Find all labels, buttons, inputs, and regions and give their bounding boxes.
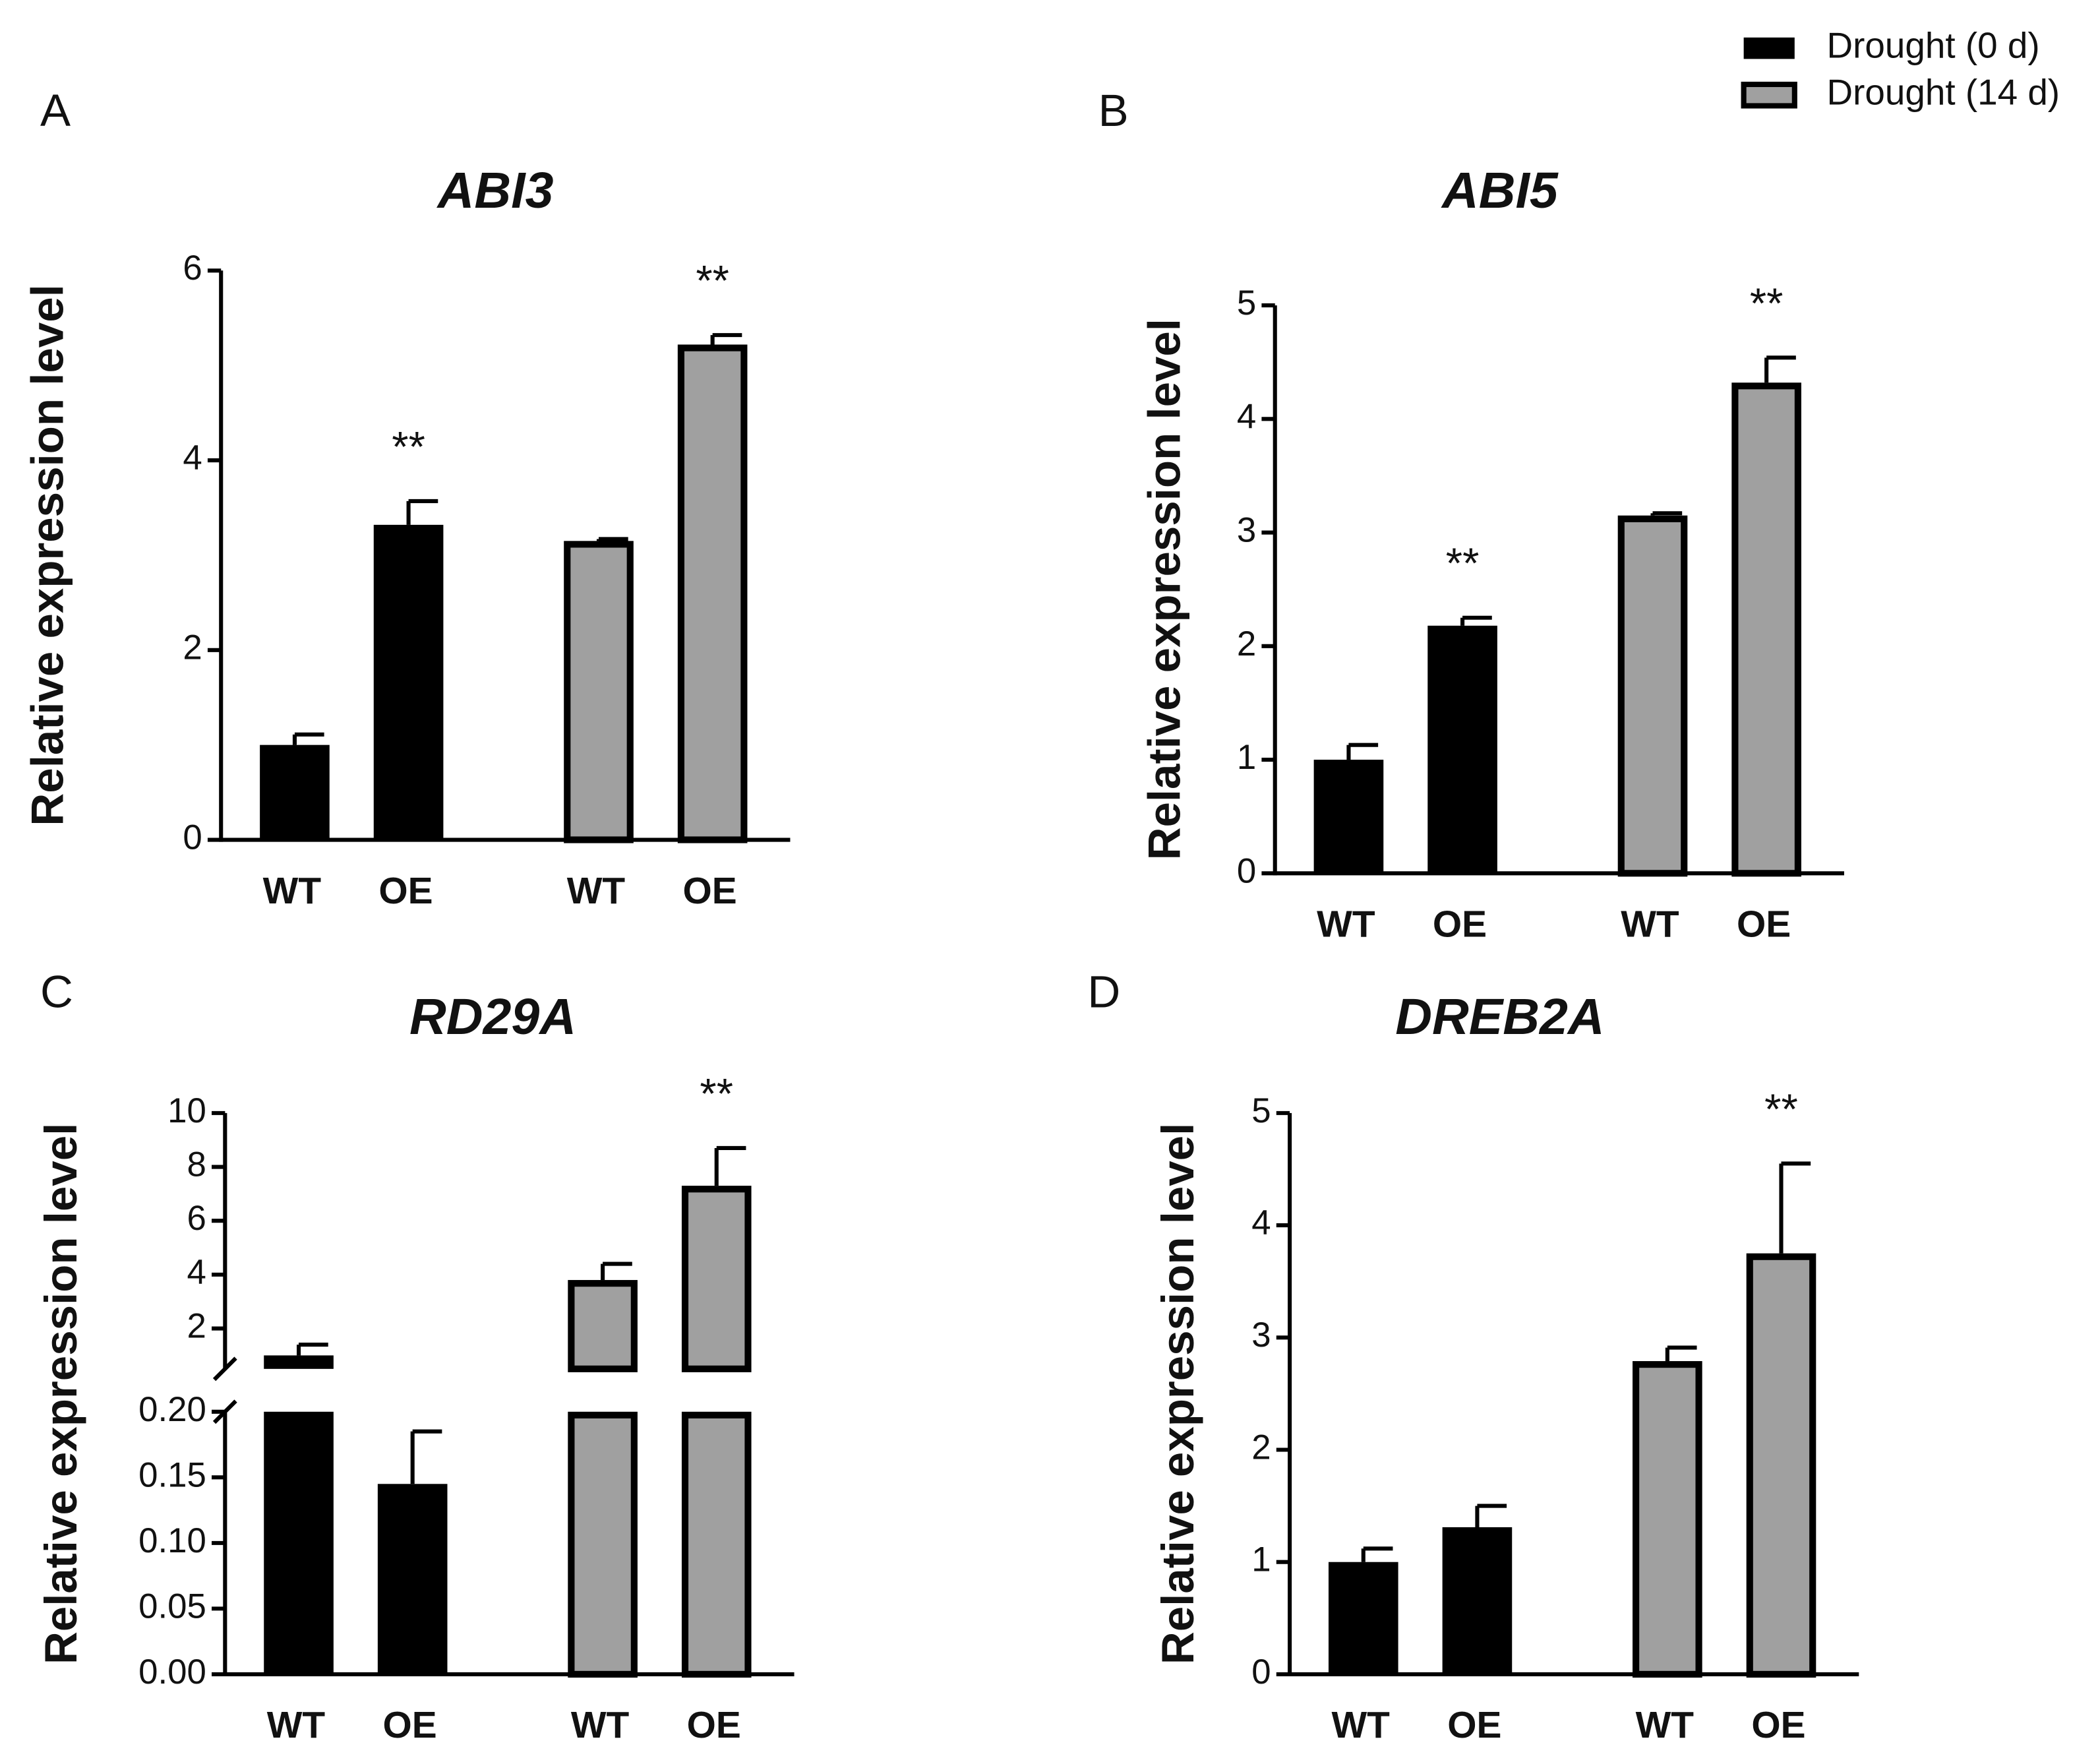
bar bbox=[1746, 1253, 1816, 1678]
y-tick-label: 1 bbox=[1251, 1540, 1271, 1579]
y-tick-label: 3 bbox=[1251, 1316, 1271, 1354]
significance-label: ** bbox=[392, 423, 425, 471]
chart-title: DREB2A bbox=[1395, 988, 1604, 1045]
y-axis-label: Relative expression level bbox=[35, 1123, 86, 1664]
significance-label: ** bbox=[700, 1070, 733, 1118]
x-tick-label: WT bbox=[1332, 1705, 1391, 1746]
legend-swatch bbox=[1741, 81, 1797, 109]
bar bbox=[1731, 382, 1801, 877]
y-tick-label: 4 bbox=[1251, 1203, 1271, 1242]
bar bbox=[377, 1484, 448, 1674]
panel-label: B bbox=[1098, 84, 1129, 136]
bar bbox=[1633, 1361, 1702, 1678]
x-tick-label: WT bbox=[1636, 1705, 1695, 1746]
bar bbox=[1313, 760, 1384, 874]
bar bbox=[568, 1280, 638, 1372]
bar bbox=[373, 524, 444, 840]
legend-swatch bbox=[1743, 37, 1795, 59]
chart-title: ABI3 bbox=[436, 162, 554, 219]
bar bbox=[681, 1411, 752, 1678]
bar bbox=[568, 1411, 638, 1678]
bar bbox=[264, 1355, 334, 1369]
y-tick-label: 0.05 bbox=[138, 1587, 206, 1626]
y-tick-label: 5 bbox=[1237, 284, 1256, 322]
axis-break bbox=[212, 1399, 237, 1424]
x-tick-label: OE bbox=[1737, 904, 1791, 946]
y-tick-label: 0 bbox=[183, 818, 202, 857]
y-tick-label: 3 bbox=[1237, 511, 1256, 550]
y-tick-label: 0.15 bbox=[138, 1455, 206, 1494]
panel-label: C bbox=[40, 965, 73, 1017]
axis-break bbox=[212, 1356, 237, 1382]
y-tick-label: 4 bbox=[187, 1253, 206, 1292]
y-tick-label: 5 bbox=[1251, 1091, 1271, 1130]
bar bbox=[260, 745, 330, 840]
x-tick-label: WT bbox=[571, 1705, 630, 1746]
bar bbox=[677, 344, 748, 843]
y-axis-label: Relative expression level bbox=[22, 284, 73, 826]
legend-label: Drought (0 d) bbox=[1827, 25, 2040, 66]
y-tick-label: 6 bbox=[187, 1199, 206, 1238]
x-tick-label: OE bbox=[1751, 1705, 1805, 1746]
x-tick-label: OE bbox=[378, 870, 433, 912]
y-tick-label: 6 bbox=[183, 249, 202, 288]
significance-label: ** bbox=[696, 257, 729, 305]
y-tick-label: 0.10 bbox=[138, 1521, 206, 1560]
y-tick-label: 4 bbox=[183, 439, 202, 477]
chart-title: RD29A bbox=[409, 988, 576, 1045]
bar bbox=[1617, 515, 1688, 877]
bar bbox=[1328, 1562, 1398, 1674]
y-tick-label: 0 bbox=[1237, 851, 1256, 890]
y-tick-label: 10 bbox=[167, 1091, 206, 1130]
y-tick-label: 2 bbox=[1251, 1428, 1271, 1467]
x-tick-label: WT bbox=[567, 870, 626, 912]
x-tick-label: WT bbox=[1621, 904, 1679, 946]
legend-label: Drought (14 d) bbox=[1827, 72, 2060, 113]
y-tick-label: 2 bbox=[1237, 624, 1256, 663]
y-tick-label: 0 bbox=[1251, 1653, 1271, 1691]
y-tick-label: 1 bbox=[1237, 738, 1256, 777]
y-axis-label: Relative expression level bbox=[1138, 319, 1189, 860]
significance-label: ** bbox=[1750, 279, 1784, 327]
panel-label: A bbox=[40, 84, 71, 136]
x-tick-label: WT bbox=[1317, 904, 1375, 946]
x-tick-label: OE bbox=[1447, 1705, 1501, 1746]
y-tick-label: 2 bbox=[187, 1307, 206, 1346]
y-axis-label: Relative expression level bbox=[1152, 1123, 1203, 1664]
x-tick-label: OE bbox=[687, 1705, 741, 1746]
x-tick-label: OE bbox=[383, 1705, 437, 1746]
y-tick-label: 2 bbox=[183, 628, 202, 667]
bar bbox=[1442, 1527, 1513, 1674]
significance-label: ** bbox=[1764, 1085, 1798, 1133]
panel-label: D bbox=[1087, 965, 1120, 1017]
bar bbox=[264, 1411, 334, 1674]
bar bbox=[681, 1186, 752, 1372]
x-tick-label: WT bbox=[267, 1705, 326, 1746]
y-tick-label: 0.00 bbox=[138, 1653, 206, 1691]
chart-title: ABI5 bbox=[1441, 162, 1559, 219]
y-tick-label: 0.20 bbox=[138, 1390, 206, 1429]
x-tick-label: OE bbox=[683, 870, 737, 912]
bar bbox=[564, 541, 634, 843]
bar bbox=[1427, 625, 1497, 874]
y-tick-label: 4 bbox=[1237, 397, 1256, 436]
x-tick-label: WT bbox=[263, 870, 322, 912]
significance-label: ** bbox=[1446, 539, 1480, 588]
x-tick-label: OE bbox=[1433, 904, 1487, 946]
y-tick-label: 8 bbox=[187, 1145, 206, 1184]
